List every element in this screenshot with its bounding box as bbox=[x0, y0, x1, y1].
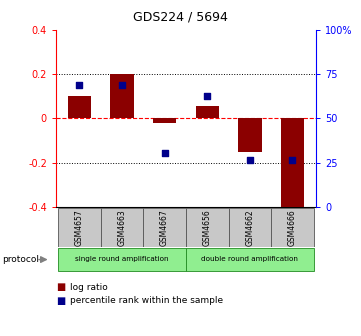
Bar bbox=[186, 248, 314, 271]
Bar bbox=[101, 208, 143, 247]
Bar bbox=[110, 74, 134, 119]
Bar bbox=[153, 119, 176, 123]
Bar bbox=[68, 96, 91, 119]
Bar bbox=[143, 208, 186, 247]
Point bbox=[204, 94, 210, 99]
Text: log ratio: log ratio bbox=[70, 283, 108, 292]
Point bbox=[77, 83, 82, 88]
Bar bbox=[186, 208, 229, 247]
Text: ■: ■ bbox=[56, 282, 65, 292]
Point bbox=[290, 158, 295, 163]
Text: GSM4663: GSM4663 bbox=[117, 209, 126, 246]
Text: GSM4666: GSM4666 bbox=[288, 209, 297, 246]
Bar bbox=[281, 119, 304, 211]
Text: percentile rank within the sample: percentile rank within the sample bbox=[70, 296, 223, 305]
Bar bbox=[196, 106, 219, 119]
Text: GSM4667: GSM4667 bbox=[160, 209, 169, 246]
Bar bbox=[58, 208, 101, 247]
Text: single round amplification: single round amplification bbox=[75, 256, 169, 262]
Bar bbox=[58, 248, 186, 271]
Bar bbox=[271, 208, 314, 247]
Text: ■: ■ bbox=[56, 296, 65, 306]
Point bbox=[247, 158, 253, 163]
Text: protocol: protocol bbox=[2, 255, 39, 264]
Text: GDS224 / 5694: GDS224 / 5694 bbox=[133, 10, 228, 23]
Text: GSM4662: GSM4662 bbox=[245, 209, 255, 246]
Point bbox=[162, 150, 168, 155]
Text: GSM4656: GSM4656 bbox=[203, 209, 212, 246]
Text: GSM4657: GSM4657 bbox=[75, 209, 84, 246]
Text: double round amplification: double round amplification bbox=[201, 256, 298, 262]
Bar bbox=[229, 208, 271, 247]
Bar bbox=[238, 119, 262, 152]
Point bbox=[119, 83, 125, 88]
